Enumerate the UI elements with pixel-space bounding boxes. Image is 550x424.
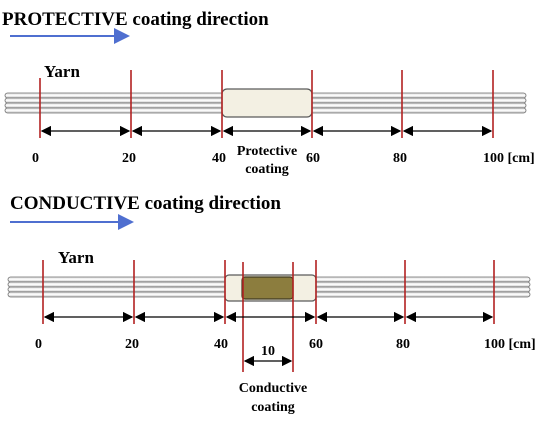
protective-title: PROTECTIVE coating direction: [2, 9, 269, 30]
protective-panel: PROTECTIVE coating direction Yarn: [2, 9, 535, 177]
conductive-coating-label-line1: Conductive: [239, 381, 307, 396]
tick-label: 100 [cm]: [483, 151, 535, 166]
tick-label: 0: [35, 337, 42, 352]
tick-label: 40: [214, 337, 228, 352]
conductive-title-emphasis: CONDUCTIVE: [10, 193, 140, 214]
tick-label: 20: [125, 337, 139, 352]
protective-coating-block: [221, 88, 313, 118]
protective-title-rest: coating direction: [128, 9, 270, 30]
conductive-title: CONDUCTIVE coating direction: [10, 193, 281, 214]
protective-markers: [39, 70, 494, 138]
tick-label: 20: [122, 151, 136, 166]
tick-label: 60: [306, 151, 320, 166]
protective-coating-label-line2: coating: [245, 162, 289, 177]
tick-label: 80: [393, 151, 407, 166]
conductive-yarn-label: Yarn: [58, 248, 94, 267]
conductive-coating-block: [241, 276, 294, 300]
conductive-panel: CONDUCTIVE coating direction Yarn: [7, 193, 536, 415]
conductive-segment-length: 10: [261, 344, 275, 359]
tick-label: 100 [cm]: [484, 337, 536, 352]
tick-label: 40: [212, 151, 226, 166]
protective-title-emphasis: PROTECTIVE: [2, 9, 128, 30]
protective-yarn-label: Yarn: [44, 62, 80, 81]
tick-label: 0: [32, 151, 39, 166]
conductive-dimension-arrows: [43, 311, 494, 367]
protective-coating-label-line1: Protective: [237, 144, 297, 159]
conductive-title-rest: coating direction: [140, 193, 282, 214]
conductive-coating-label-line2: coating: [251, 400, 295, 415]
tick-label: 60: [309, 337, 323, 352]
tick-label: 80: [396, 337, 410, 352]
